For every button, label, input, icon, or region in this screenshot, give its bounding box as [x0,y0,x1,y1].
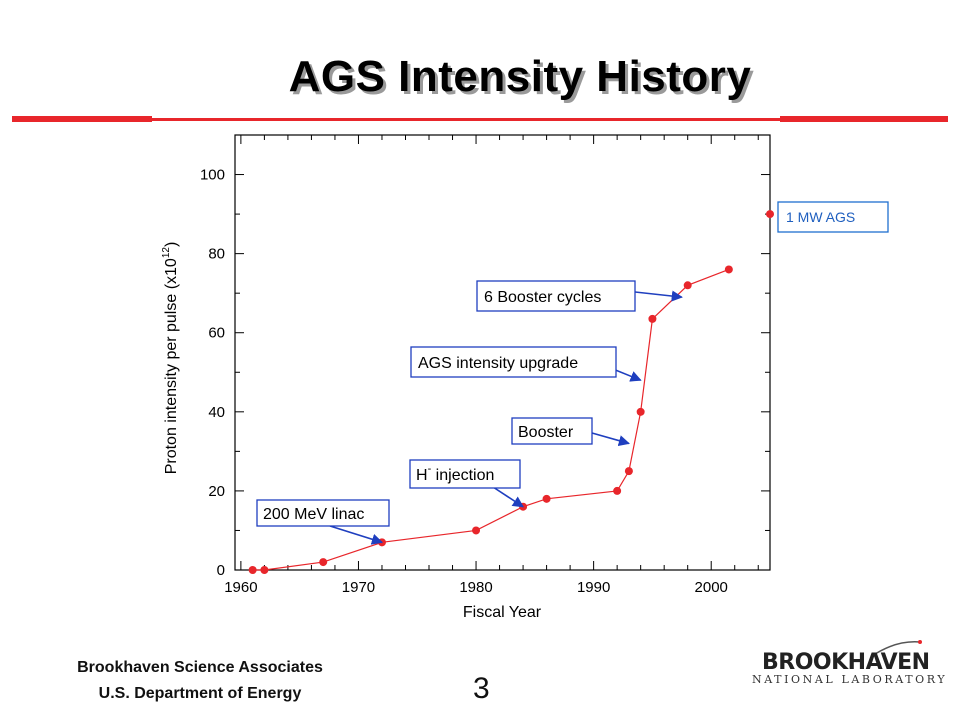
annotation-arrow [492,486,525,508]
annotation-label-rest: injection [431,467,494,484]
annotation-arrow [591,432,630,447]
y-axis-label-main: Proton intensity per pulse (x10 [163,258,180,474]
logo-wordmark: BROOKHAVEN [762,650,930,675]
annotation-box [476,280,636,312]
annotation-arrow [329,525,384,545]
annotation-arrow [634,290,683,302]
series-points [248,210,774,574]
data-point [472,526,481,535]
y-tick-label: 60 [208,325,225,342]
annotation-ags-intensity-upgrade: AGS intensity upgrade [410,346,617,378]
data-point [319,558,328,567]
x-tick-labels: 1960 1970 1980 1990 2000 [224,579,728,596]
annotation-box [409,459,521,489]
title-underline-right [780,116,948,122]
x-tick-label: 2000 [695,579,728,596]
y-tick-label: 100 [200,167,225,184]
y-tick-label: 0 [217,562,225,579]
data-point [636,407,645,416]
annotation-box [777,201,889,233]
logo-swoosh-icon [871,640,922,657]
footer-line-2: U.S. Department of Energy [98,685,302,702]
title-underline-mid [152,118,780,121]
y-tick-label: 80 [208,246,225,263]
annotation-box [410,346,617,378]
data-point [683,281,692,290]
axis-ticks [235,134,770,571]
annotation-label: Booster [518,424,574,441]
data-point [260,566,269,574]
x-tick-label: 1970 [342,579,375,596]
annotation-box [256,499,390,527]
annotation-label: 200 MeV linac [263,506,364,523]
annotation-1mw-ags: 1 MW AGS [777,201,889,233]
annotation-h-injection: H- injection [409,459,521,489]
annotation-label: 6 Booster cycles [484,289,601,306]
data-point [613,486,622,495]
slide-title: AGS Intensity History [288,52,752,101]
annotation-label-minus: - [428,463,432,475]
footer-line-1: Brookhaven Science Associates [77,659,323,676]
annotation-6-booster-cycles: 6 Booster cycles [476,280,636,312]
y-axis-label-suffix: ) [163,242,180,247]
x-tick-label: 1990 [577,579,610,596]
y-tick-label: 40 [208,404,225,421]
x-axis-label: Fiscal Year [463,604,542,621]
logo-subtitle: NATIONAL LABORATORY [752,673,948,686]
x-tick-label: 1980 [459,579,492,596]
y-axis-label: Proton intensity per pulse (x1012) [161,242,180,475]
annotation-label-h: H [416,467,428,484]
data-point [542,494,551,503]
data-point-1mw-ags [766,210,774,219]
page-number: 3 [473,672,490,705]
title-underline-left [12,116,152,122]
data-point [648,314,657,323]
y-tick-label: 20 [208,483,225,500]
annotation-200mev-linac: 200 MeV linac [256,499,390,527]
footer-organization: Brookhaven Science Associates U.S. Depar… [40,655,360,707]
x-tick-label: 1960 [224,579,257,596]
plot-frame [234,134,771,571]
data-point [624,467,633,476]
brookhaven-logo: BROOKHAVEN NATIONAL LABORATORY [752,640,945,690]
annotation-booster: Booster [511,417,593,445]
annotation-label: H- injection [416,463,494,484]
y-tick-labels: 0 20 40 60 80 100 [200,167,225,579]
annotation-label: 1 MW AGS [786,209,855,225]
annotation-label: AGS intensity upgrade [418,355,578,372]
data-point [724,265,733,274]
annotation-box [511,417,593,445]
intensity-chart: 1960 1970 1980 1990 2000 0 20 40 60 80 1… [161,134,889,621]
data-point [248,566,257,574]
y-axis-label-exponent: 12 [161,247,172,259]
